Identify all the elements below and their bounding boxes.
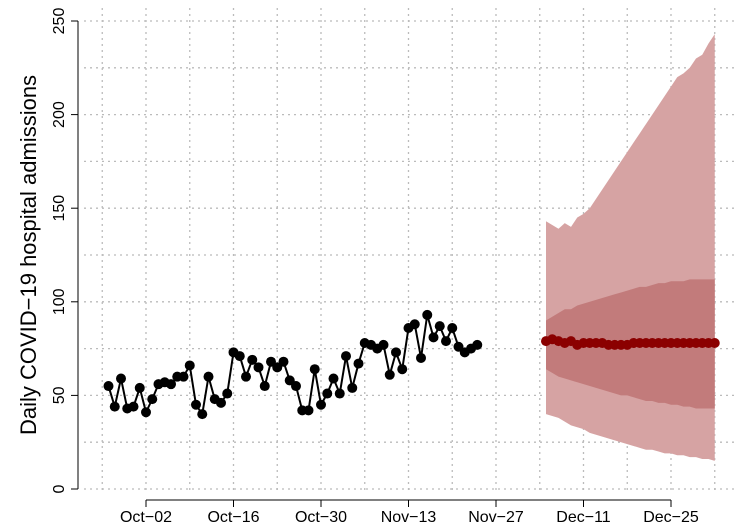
data-point xyxy=(347,382,358,393)
data-point xyxy=(472,339,483,350)
data-point xyxy=(397,364,408,375)
data-point xyxy=(428,332,439,343)
data-point xyxy=(184,360,195,371)
data-point xyxy=(141,407,151,418)
data-point xyxy=(222,388,233,399)
data-point xyxy=(241,371,251,382)
data-point xyxy=(316,399,326,410)
x-tick-label: Dec−11 xyxy=(556,509,611,526)
data-point xyxy=(328,373,339,384)
data-point xyxy=(234,351,245,362)
x-tick-label: Oct−16 xyxy=(207,509,259,526)
data-point xyxy=(259,381,270,392)
data-point xyxy=(116,373,126,384)
data-point xyxy=(147,394,158,405)
data-point xyxy=(409,319,420,330)
data-point xyxy=(441,336,451,347)
data-point xyxy=(247,354,258,365)
series-line xyxy=(107,314,478,417)
data-point xyxy=(391,347,401,358)
y-tick-label: 150 xyxy=(51,195,68,222)
x-tick-label: Nov−13 xyxy=(381,509,437,526)
y-axis-title: Daily COVID−19 hospital admissions xyxy=(16,75,41,435)
data-point xyxy=(166,379,176,390)
data-point xyxy=(278,356,289,367)
data-point xyxy=(253,362,264,373)
data-point xyxy=(309,364,320,375)
data-point xyxy=(334,388,345,399)
y-tick-label: 0 xyxy=(51,484,68,493)
data-point xyxy=(303,405,314,416)
data-point xyxy=(322,388,333,399)
data-point xyxy=(191,399,201,410)
x-tick-label: Oct−02 xyxy=(120,509,172,526)
data-point xyxy=(353,358,364,369)
data-point xyxy=(447,323,458,334)
x-tick-label: Oct−30 xyxy=(295,509,347,526)
data-point xyxy=(128,401,139,412)
data-point xyxy=(384,369,395,380)
data-point xyxy=(291,381,301,392)
data-point xyxy=(134,382,145,393)
data-point xyxy=(416,352,426,363)
data-point xyxy=(216,397,226,408)
data-point xyxy=(709,337,720,348)
x-tick-label: Nov−27 xyxy=(468,509,524,526)
data-point xyxy=(341,351,351,362)
data-point xyxy=(109,401,120,412)
data-point xyxy=(434,321,445,332)
y-tick-label: 100 xyxy=(51,288,68,315)
y-tick-label: 50 xyxy=(51,386,68,404)
y-tick-label: 250 xyxy=(51,8,68,35)
data-point xyxy=(422,309,433,320)
y-tick-label: 200 xyxy=(51,101,68,128)
data-point xyxy=(378,339,389,350)
x-tick-label: Dec−25 xyxy=(643,509,699,526)
data-point xyxy=(203,371,214,382)
data-point xyxy=(178,371,189,382)
data-point xyxy=(103,381,114,392)
data-point xyxy=(197,409,208,420)
grid xyxy=(84,8,735,493)
